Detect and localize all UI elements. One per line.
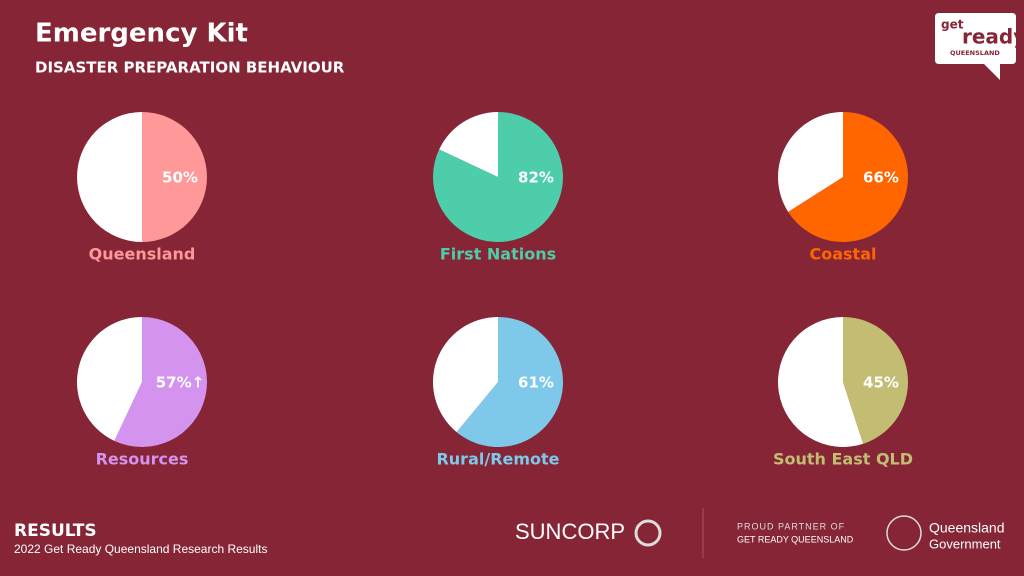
pie-slice	[142, 112, 207, 242]
data-label: 61%	[518, 374, 554, 392]
data-label: 66%	[863, 169, 899, 187]
pie-slice	[778, 317, 864, 447]
partner-line2: GET READY QUEENSLAND	[737, 534, 854, 544]
pie-slice	[456, 317, 563, 447]
footer-title: RESULTS	[14, 521, 97, 541]
pie-slice	[778, 112, 843, 212]
pie-slice	[77, 112, 142, 242]
footer-subtitle: 2022 Get Ready Queensland Research Resul…	[14, 542, 267, 556]
data-label: 57%↑	[156, 374, 204, 392]
pie-slice	[843, 317, 908, 444]
qld-crest	[886, 515, 922, 551]
logo-queensland: QUEENSLAND	[950, 49, 1000, 57]
gov-line2: Government	[929, 536, 1001, 551]
get-ready-logo: get ready QUEENSLAND	[935, 13, 1024, 80]
logo-bubble	[935, 13, 1016, 80]
pie-title: South East QLD	[773, 450, 913, 469]
data-label: 82%	[518, 169, 554, 187]
slide-subtitle: DISASTER PREPARATION BEHAVIOUR	[35, 59, 345, 77]
suncorp-icon	[634, 519, 662, 547]
pie-title: Rural/Remote	[436, 450, 559, 469]
gov-line1: Queensland	[929, 520, 1005, 536]
pie-slice	[114, 317, 207, 447]
logo-get: get	[941, 18, 964, 32]
pie-slice	[788, 112, 908, 242]
pie-title: First Nations	[440, 245, 556, 264]
logo-ready: ready	[962, 25, 1024, 49]
pie-slice	[439, 112, 498, 177]
pie-title: Coastal	[810, 245, 877, 264]
pie-slice	[433, 317, 498, 433]
pie-slice	[77, 317, 142, 441]
slide-title: Emergency Kit	[35, 19, 248, 49]
data-label: 50%	[162, 169, 198, 187]
data-label: 45%	[863, 374, 899, 392]
suncorp-logo: SUNCORP	[515, 519, 625, 544]
pie-title: Resources	[96, 450, 189, 469]
partner-line1: PROUD PARTNER OF	[737, 521, 845, 531]
pie-title: Queensland	[89, 245, 196, 264]
